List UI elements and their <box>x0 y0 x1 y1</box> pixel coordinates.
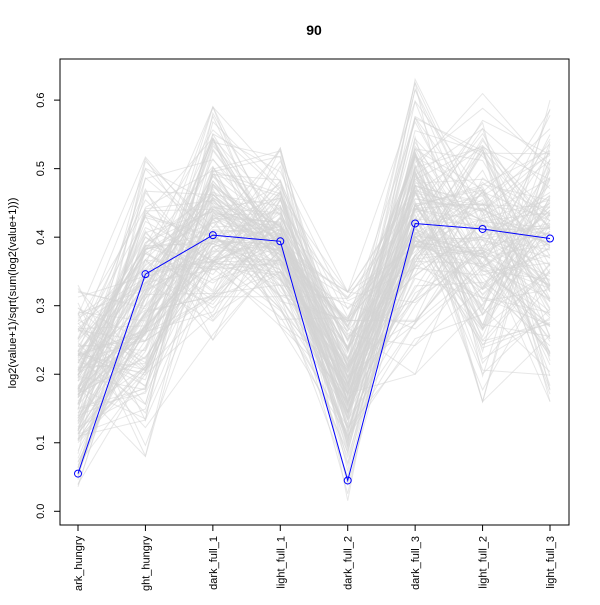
background-line <box>77 203 551 449</box>
x-tick-label: light_full_1 <box>275 536 287 589</box>
background-line <box>77 175 551 462</box>
series-line <box>77 222 551 483</box>
background-line <box>77 159 551 401</box>
background-line <box>77 184 551 373</box>
y-axis-label: log2(value+1)/sqrt(sum(log2(value+1))) <box>7 198 19 389</box>
background-line <box>77 137 551 388</box>
background-line <box>77 105 551 431</box>
x-tick-label: ark_hungry <box>73 536 85 592</box>
y-tick-label: 0.4 <box>35 230 47 245</box>
background-lines <box>77 77 551 501</box>
background-line <box>77 120 551 391</box>
background-line <box>77 148 551 396</box>
highlight-series <box>74 219 554 485</box>
background-line <box>77 189 551 413</box>
series-point <box>343 476 352 485</box>
x-tick-label: dark_full_1 <box>208 536 220 590</box>
x-tick-label: light_full_3 <box>545 536 557 589</box>
series-point <box>208 231 217 240</box>
background-line <box>77 148 551 414</box>
background-line <box>77 169 551 437</box>
background-line <box>77 148 551 369</box>
series-point <box>74 469 82 478</box>
background-line <box>77 178 551 374</box>
background-line <box>77 149 551 420</box>
background-line <box>77 87 551 382</box>
x-axis: ark_hungry ght_hungry dark_full_1 light_ful… <box>73 524 557 592</box>
series-point <box>411 219 420 228</box>
background-line <box>77 184 551 464</box>
x-tick-label: dark_full_2 <box>343 536 355 590</box>
background-line <box>77 160 551 387</box>
y-axis: 0.0 0.1 0.2 0.3 0.4 0.5 0.6 <box>35 92 61 519</box>
background-line <box>77 202 551 440</box>
background-line <box>77 219 551 419</box>
series-point <box>276 237 285 246</box>
y-tick-label: 0.3 <box>35 298 47 313</box>
background-line <box>77 168 551 437</box>
background-line <box>77 119 551 466</box>
y-tick-label: 0.1 <box>35 435 47 450</box>
chart-title: 90 <box>306 22 322 38</box>
series-point <box>546 234 554 243</box>
background-line <box>77 146 551 397</box>
background-line <box>77 154 551 410</box>
series-point <box>478 224 487 233</box>
background-line <box>77 185 551 458</box>
background-line <box>77 202 551 478</box>
y-tick-label: 0.6 <box>35 92 47 107</box>
x-tick-label: dark_full_3 <box>410 536 422 590</box>
background-line <box>77 238 551 459</box>
background-line <box>77 150 551 435</box>
background-line <box>77 184 551 467</box>
series-point <box>141 270 150 279</box>
x-tick-label: light_full_2 <box>478 536 490 589</box>
y-tick-label: 0.0 <box>35 504 47 519</box>
y-tick-label: 0.2 <box>35 367 47 382</box>
x-tick-label: ght_hungry <box>140 536 152 592</box>
y-tick-label: 0.5 <box>35 161 47 176</box>
